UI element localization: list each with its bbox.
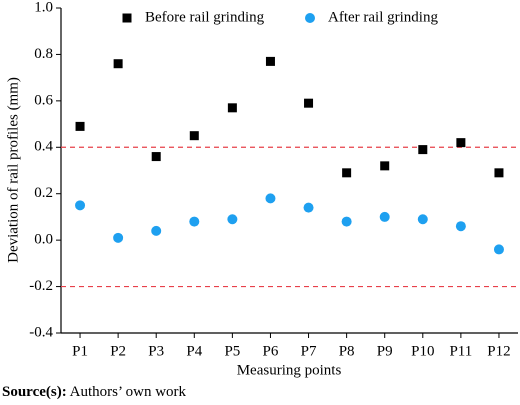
point <box>151 152 161 162</box>
legend-label: Before rail grinding <box>145 9 265 25</box>
x-tick-label: P2 <box>110 343 126 359</box>
legend-marker <box>122 13 132 23</box>
x-tick-label: P4 <box>186 343 202 359</box>
source: Source(s): Authors’ own work <box>2 384 187 400</box>
x-axis-title: Measuring points <box>237 362 342 378</box>
point <box>265 193 276 204</box>
source-label: Source(s): <box>2 384 67 400</box>
x-tick-label: P9 <box>377 343 393 359</box>
point <box>455 221 466 232</box>
x-tick-label: P7 <box>301 343 317 359</box>
y-tick-label: 1.0 <box>34 0 53 15</box>
x-tick-label: P3 <box>148 343 164 359</box>
point <box>456 138 466 148</box>
point <box>227 103 237 113</box>
point <box>113 232 124 243</box>
x-tick-label: P5 <box>224 343 240 359</box>
point <box>189 216 200 227</box>
point <box>227 214 238 225</box>
y-tick-label: -0.2 <box>29 278 53 294</box>
y-tick-label: 0.2 <box>34 185 53 201</box>
x-tick-label: P1 <box>72 343 88 359</box>
point <box>418 145 428 155</box>
point <box>493 244 504 255</box>
point <box>151 225 162 236</box>
source-text: Authors’ own work <box>70 384 187 400</box>
y-tick-label: 0.8 <box>34 46 53 62</box>
point <box>494 168 504 178</box>
point <box>379 211 390 222</box>
point <box>380 161 390 171</box>
x-tick-label: P6 <box>263 343 279 359</box>
point <box>417 214 428 225</box>
x-tick-label: P8 <box>339 343 355 359</box>
point <box>75 121 85 131</box>
x-tick-label: P12 <box>487 343 510 359</box>
y-tick-label: 0.6 <box>34 92 53 108</box>
point <box>113 59 123 69</box>
y-tick-label: 0.4 <box>34 139 53 155</box>
point <box>189 131 199 141</box>
point <box>265 56 275 66</box>
y-axis-title: Deviation of rail profiles (mm) <box>5 77 21 263</box>
x-tick-label: P10 <box>411 343 434 359</box>
legend-label: After rail grinding <box>328 9 438 25</box>
y-tick-label: -0.4 <box>29 324 53 340</box>
point <box>303 202 314 213</box>
y-tick-label: 0.0 <box>34 232 53 248</box>
point <box>75 200 86 211</box>
point <box>341 216 352 227</box>
legend-marker <box>305 13 315 23</box>
x-tick-label: P11 <box>449 343 472 359</box>
point <box>304 98 314 108</box>
point <box>342 168 352 178</box>
